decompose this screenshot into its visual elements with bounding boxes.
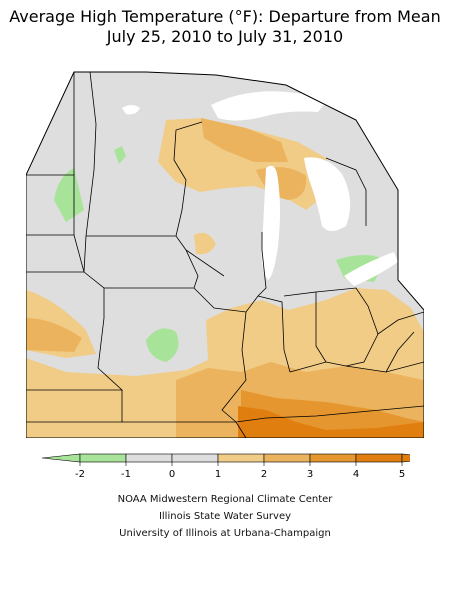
legend-tick-label: 4: [353, 469, 359, 480]
credit-uiuc: University of Illinois at Urbana-Champai…: [119, 528, 331, 539]
legend-tick-label: -2: [75, 469, 85, 480]
legend-bar: [41, 453, 410, 463]
anomaly-west-edge-strong: [26, 318, 82, 352]
map-frame: [26, 71, 424, 438]
credit-isws: Illinois State Water Survey: [158, 511, 292, 522]
anomaly-green-missouri: [146, 328, 179, 362]
legend-swatch: [217, 453, 265, 463]
lake-superior: [211, 91, 326, 121]
map-date-range: July 25, 2010 to July 31, 2010: [106, 27, 344, 46]
legend-tick-label: 1: [215, 469, 221, 480]
temperature-departure-map: [26, 50, 424, 438]
color-legend: -2 -1 0 1 2 3 4 5: [41, 453, 410, 480]
legend-tick-label: 3: [307, 469, 313, 480]
legend-swatch: [79, 453, 127, 463]
anomaly-central-iowa: [194, 232, 216, 255]
legend-swatch: [309, 453, 357, 463]
legend-tick-label: 0: [169, 469, 175, 480]
legend-tick-label: 5: [399, 469, 405, 480]
anomaly-lake-superior-shore: [201, 118, 288, 162]
legend-swatch: [125, 453, 173, 463]
legend-arrow-high: [401, 453, 410, 463]
lake-of-the-woods: [122, 105, 140, 115]
anomaly-green-dakotas: [54, 168, 84, 222]
legend-swatch: [263, 453, 311, 463]
state-borders: [26, 71, 424, 438]
legend-swatch: [171, 453, 219, 463]
legend-tick-label: -1: [121, 469, 131, 480]
anomaly-green-nw-minnesota: [114, 146, 126, 164]
lake-erie: [344, 252, 398, 286]
lake-michigan: [261, 165, 280, 280]
credit-noaa: NOAA Midwestern Regional Climate Center: [117, 494, 333, 505]
legend-swatch: [355, 453, 403, 463]
lake-huron: [304, 157, 351, 231]
anomaly-southern-illinois: [238, 406, 424, 438]
legend-ticks: -2 -1 0 1 2 3 4 5: [75, 462, 405, 480]
map-title: Average High Temperature (°F): Departure…: [9, 7, 441, 26]
legend-tick-label: 2: [261, 469, 267, 480]
legend-arrow-low: [41, 453, 81, 463]
